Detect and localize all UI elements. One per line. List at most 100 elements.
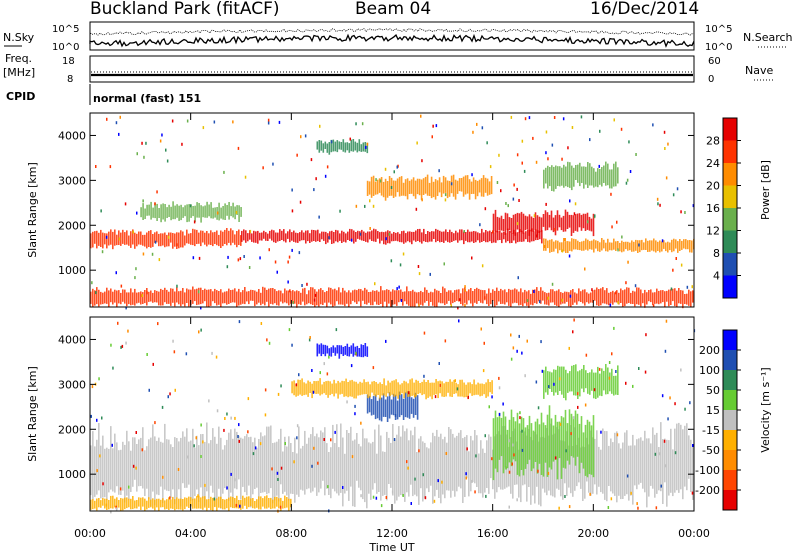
echo-cell <box>358 443 360 488</box>
echo-cell <box>132 229 134 245</box>
echo-cell <box>525 231 527 240</box>
noise-cell <box>313 188 315 192</box>
echo-cell <box>328 287 330 303</box>
echo-cell <box>412 398 415 418</box>
echo-cell <box>228 432 230 501</box>
echo-cell <box>461 229 463 241</box>
noise-cell <box>235 210 238 214</box>
noise-cell <box>661 394 664 398</box>
echo-cell <box>429 382 431 397</box>
echo-cell <box>659 240 661 253</box>
echo-cell <box>624 432 626 496</box>
echo-cell <box>597 168 599 188</box>
echo-cell <box>314 436 316 488</box>
echo-cell <box>489 230 491 242</box>
echo-cell <box>472 177 475 194</box>
echo-cell <box>616 431 618 503</box>
echo-cell <box>362 428 364 500</box>
echo-cell <box>286 290 288 304</box>
noise-cell <box>518 199 520 202</box>
echo-cell <box>536 418 539 474</box>
echo-cell <box>188 496 190 508</box>
noise-cell <box>484 434 486 438</box>
echo-cell <box>554 215 557 236</box>
echo-cell <box>427 231 429 243</box>
echo-cell <box>130 450 132 492</box>
noise-cell <box>417 265 420 268</box>
noise-cell <box>259 442 262 446</box>
power-y-label: Slant Range [km] <box>26 162 39 258</box>
echo-cell <box>176 204 178 218</box>
noise-cell <box>159 139 162 143</box>
echo-cell <box>587 239 589 251</box>
noise-cell <box>176 243 178 247</box>
echo-cell <box>622 290 624 307</box>
echo-cell <box>441 231 443 242</box>
echo-cell <box>383 378 385 396</box>
noise-cell <box>598 367 601 371</box>
noise-cell <box>479 223 481 227</box>
noise-cell <box>630 491 632 495</box>
echo-cell <box>543 238 545 251</box>
noise-cell <box>475 454 477 458</box>
echo-cell <box>260 432 262 493</box>
echo-cell <box>562 215 565 232</box>
echo-cell <box>363 231 365 241</box>
echo-cell <box>476 435 478 487</box>
echo-cell <box>392 393 395 416</box>
echo-cell <box>493 232 495 243</box>
echo-cell <box>356 345 359 357</box>
noise-cell <box>192 256 195 260</box>
echo-cell <box>623 241 625 252</box>
noise-cell <box>484 296 486 300</box>
echo-cell <box>615 241 617 251</box>
echo-cell <box>495 230 497 243</box>
echo-cell <box>230 228 232 246</box>
echo-cell <box>314 289 316 308</box>
echo-cell <box>405 233 407 243</box>
echo-cell <box>421 232 423 244</box>
echo-cell <box>200 205 202 223</box>
echo-cell <box>336 424 338 494</box>
echo-cell <box>138 497 140 507</box>
echo-cell <box>100 229 102 247</box>
echo-cell <box>234 498 236 509</box>
power-heatmap <box>90 114 695 310</box>
echo-cell <box>210 230 212 245</box>
echo-cell <box>104 448 106 498</box>
echo-cell <box>571 165 573 191</box>
echo-cell <box>324 292 326 303</box>
echo-cell <box>512 214 515 234</box>
echo-cell <box>178 232 180 249</box>
echo-cell <box>403 230 405 244</box>
echo-cell <box>400 436 402 496</box>
echo-cell <box>422 292 424 306</box>
echo-cell <box>553 241 555 252</box>
echo-cell <box>571 238 573 252</box>
echo-cell <box>392 289 394 305</box>
noise-cell <box>226 265 229 269</box>
echo-cell <box>166 207 168 218</box>
echo-cell <box>162 233 164 246</box>
echo-cell <box>433 382 435 395</box>
echo-cell <box>446 442 448 491</box>
echo-cell <box>168 439 170 492</box>
echo-cell <box>441 381 443 397</box>
echo-cell <box>584 424 587 476</box>
echo-cell <box>629 242 631 251</box>
echo-cell <box>236 431 238 490</box>
echo-cell <box>468 451 470 497</box>
echo-cell <box>216 230 218 246</box>
echo-cell <box>554 433 556 498</box>
echo-cell <box>566 431 568 496</box>
echo-cell <box>304 287 306 306</box>
echo-cell <box>504 289 506 305</box>
echo-cell <box>553 369 555 396</box>
echo-cell <box>420 290 422 305</box>
echo-cell <box>554 291 556 305</box>
echo-cell <box>322 432 324 481</box>
noise-cell <box>216 409 219 413</box>
echo-cell <box>108 500 110 510</box>
noise-cell <box>259 256 261 260</box>
